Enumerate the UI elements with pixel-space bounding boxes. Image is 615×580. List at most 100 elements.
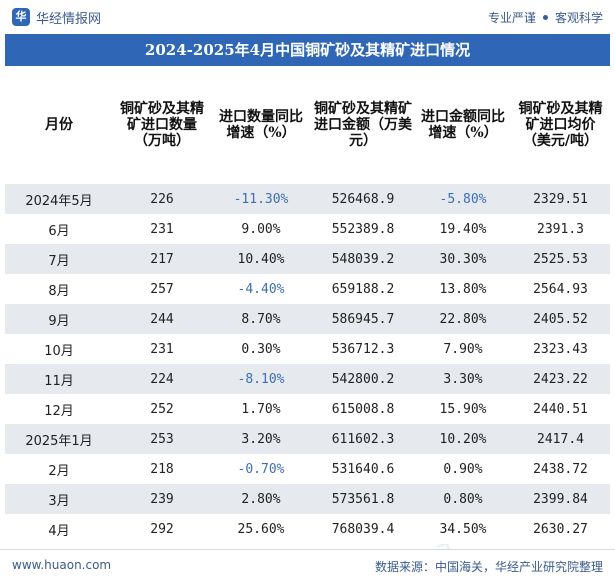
cell-quantity: 253 bbox=[113, 424, 211, 454]
cell-price: 2405.52 bbox=[511, 304, 610, 334]
cell-month: 3月 bbox=[5, 484, 113, 514]
table-row: 7月 217 10.40% 548039.2 30.30% 2525.53 bbox=[5, 244, 610, 274]
cell-amount-yoy: 19.40% bbox=[415, 214, 511, 244]
cell-amount-yoy: 7.90% bbox=[415, 334, 511, 364]
cell-price: 2564.93 bbox=[511, 274, 610, 304]
table-row: 2024年5月 226 -11.30% 526468.9 -5.80% 2329.51 bbox=[5, 184, 610, 214]
cell-quantity: 224 bbox=[113, 364, 211, 394]
column-header-amount: 铜矿砂及其精矿进口金额（万美元） bbox=[311, 66, 415, 184]
cell-quantity-yoy: 10.40% bbox=[211, 244, 311, 274]
cell-quantity: 252 bbox=[113, 394, 211, 424]
cell-amount: 531640.6 bbox=[311, 454, 415, 484]
cell-price: 2399.84 bbox=[511, 484, 610, 514]
cell-amount-yoy: 3.30% bbox=[415, 364, 511, 394]
cell-amount-yoy: -5.80% bbox=[415, 184, 511, 214]
cell-price: 2323.43 bbox=[511, 334, 610, 364]
cell-quantity: 244 bbox=[113, 304, 211, 334]
cell-quantity: 231 bbox=[113, 214, 211, 244]
table-header-row: 月份 铜矿砂及其精矿进口数量（万吨） 进口数量同比增速（%） 铜矿砂及其精矿进口… bbox=[5, 66, 610, 184]
website-link[interactable]: www.huaon.com bbox=[12, 558, 112, 572]
cell-amount-yoy: 34.50% bbox=[415, 514, 511, 544]
cell-quantity-yoy: 1.70% bbox=[211, 394, 311, 424]
cell-quantity: 292 bbox=[113, 514, 211, 544]
cell-price: 2525.53 bbox=[511, 244, 610, 274]
cell-price: 2417.4 bbox=[511, 424, 610, 454]
cell-month: 7月 bbox=[5, 244, 113, 274]
table-row: 2025年1月 253 3.20% 611602.3 10.20% 2417.4 bbox=[5, 424, 610, 454]
table-row: 10月 231 0.30% 536712.3 7.90% 2323.43 bbox=[5, 334, 610, 364]
cell-quantity-yoy: -4.40% bbox=[211, 274, 311, 304]
column-header-month: 月份 bbox=[5, 66, 113, 184]
site-logo[interactable]: 华 华经情报网 bbox=[12, 8, 102, 27]
table-body: 2024年5月 226 -11.30% 526468.9 -5.80% 2329.51 6月… bbox=[5, 184, 610, 544]
cell-quantity: 231 bbox=[113, 334, 211, 364]
cell-month: 12月 bbox=[5, 394, 113, 424]
cell-amount-yoy: 0.80% bbox=[415, 484, 511, 514]
cell-amount: 615008.8 bbox=[311, 394, 415, 424]
logo-icon: 华 bbox=[12, 8, 30, 26]
cell-amount-yoy: 30.30% bbox=[415, 244, 511, 274]
cell-month: 2025年1月 bbox=[5, 424, 113, 454]
cell-month: 11月 bbox=[5, 364, 113, 394]
slogan: 专业严谨 客观科学 bbox=[488, 9, 603, 26]
column-header-amount-yoy: 进口金额同比增速（%） bbox=[415, 66, 511, 184]
footer: www.huaon.com 数据来源：中国海关，华经产业研究院整理 bbox=[0, 549, 615, 580]
column-header-quantity: 铜矿砂及其精矿进口数量（万吨） bbox=[113, 66, 211, 184]
cell-month: 4月 bbox=[5, 514, 113, 544]
slogan-left: 专业严谨 bbox=[487, 11, 536, 25]
cell-price: 2438.72 bbox=[511, 454, 610, 484]
cell-quantity-yoy: 0.30% bbox=[211, 334, 311, 364]
cell-quantity: 257 bbox=[113, 274, 211, 304]
cell-price: 2630.27 bbox=[511, 514, 610, 544]
cell-month: 2月 bbox=[5, 454, 113, 484]
cell-amount-yoy: 13.80% bbox=[415, 274, 511, 304]
cell-month: 2024年5月 bbox=[5, 184, 113, 214]
cell-quantity-yoy: -0.70% bbox=[211, 454, 311, 484]
cell-amount: 586945.7 bbox=[311, 304, 415, 334]
import-data-table: 月份 铜矿砂及其精矿进口数量（万吨） 进口数量同比增速（%） 铜矿砂及其精矿进口… bbox=[5, 66, 610, 544]
cell-amount-yoy: 10.20% bbox=[415, 424, 511, 454]
cell-quantity: 217 bbox=[113, 244, 211, 274]
slogan-right: 客观科学 bbox=[554, 11, 603, 25]
table-row: 11月 224 -8.10% 542800.2 3.30% 2423.22 bbox=[5, 364, 610, 394]
cell-price: 2329.51 bbox=[511, 184, 610, 214]
logo-text: 华经情报网 bbox=[36, 11, 102, 27]
cell-month: 8月 bbox=[5, 274, 113, 304]
cell-amount: 548039.2 bbox=[311, 244, 415, 274]
cell-amount-yoy: 15.90% bbox=[415, 394, 511, 424]
cell-quantity-yoy: 9.00% bbox=[211, 214, 311, 244]
cell-quantity: 226 bbox=[113, 184, 211, 214]
page-title: 2024-2025年4月中国铜矿砂及其精矿进口情况 bbox=[5, 34, 610, 66]
dot-separator-icon bbox=[542, 15, 548, 20]
cell-quantity-yoy: 8.70% bbox=[211, 304, 311, 334]
table-row: 9月 244 8.70% 586945.7 22.80% 2405.52 bbox=[5, 304, 610, 334]
cell-amount: 536712.3 bbox=[311, 334, 415, 364]
cell-quantity: 218 bbox=[113, 454, 211, 484]
cell-quantity-yoy: -11.30% bbox=[211, 184, 311, 214]
cell-amount: 542800.2 bbox=[311, 364, 415, 394]
cell-amount: 552389.8 bbox=[311, 214, 415, 244]
cell-month: 9月 bbox=[5, 304, 113, 334]
cell-amount-yoy: 22.80% bbox=[415, 304, 511, 334]
cell-amount: 659188.2 bbox=[311, 274, 415, 304]
table-row: 3月 239 2.80% 573561.8 0.80% 2399.84 bbox=[5, 484, 610, 514]
cell-quantity-yoy: 2.80% bbox=[211, 484, 311, 514]
table-row: 8月 257 -4.40% 659188.2 13.80% 2564.93 bbox=[5, 274, 610, 304]
column-header-price: 铜矿砂及其精矿进口均价（美元/吨） bbox=[511, 66, 610, 184]
cell-quantity-yoy: 3.20% bbox=[211, 424, 311, 454]
cell-quantity-yoy: -8.10% bbox=[211, 364, 311, 394]
cell-quantity-yoy: 25.60% bbox=[211, 514, 311, 544]
cell-price: 2391.3 bbox=[511, 214, 610, 244]
cell-amount: 526468.9 bbox=[311, 184, 415, 214]
table-row: 2月 218 -0.70% 531640.6 0.90% 2438.72 bbox=[5, 454, 610, 484]
cell-amount: 573561.8 bbox=[311, 484, 415, 514]
cell-amount: 768039.4 bbox=[311, 514, 415, 544]
cell-amount-yoy: 0.90% bbox=[415, 454, 511, 484]
cell-month: 10月 bbox=[5, 334, 113, 364]
cell-price: 2423.22 bbox=[511, 364, 610, 394]
top-header: 华 华经情报网 专业严谨 客观科学 bbox=[0, 0, 615, 34]
column-header-quantity-yoy: 进口数量同比增速（%） bbox=[211, 66, 311, 184]
table-row: 12月 252 1.70% 615008.8 15.90% 2440.51 bbox=[5, 394, 610, 424]
cell-price: 2440.51 bbox=[511, 394, 610, 424]
data-source: 数据来源：中国海关，华经产业研究院整理 bbox=[374, 560, 603, 574]
